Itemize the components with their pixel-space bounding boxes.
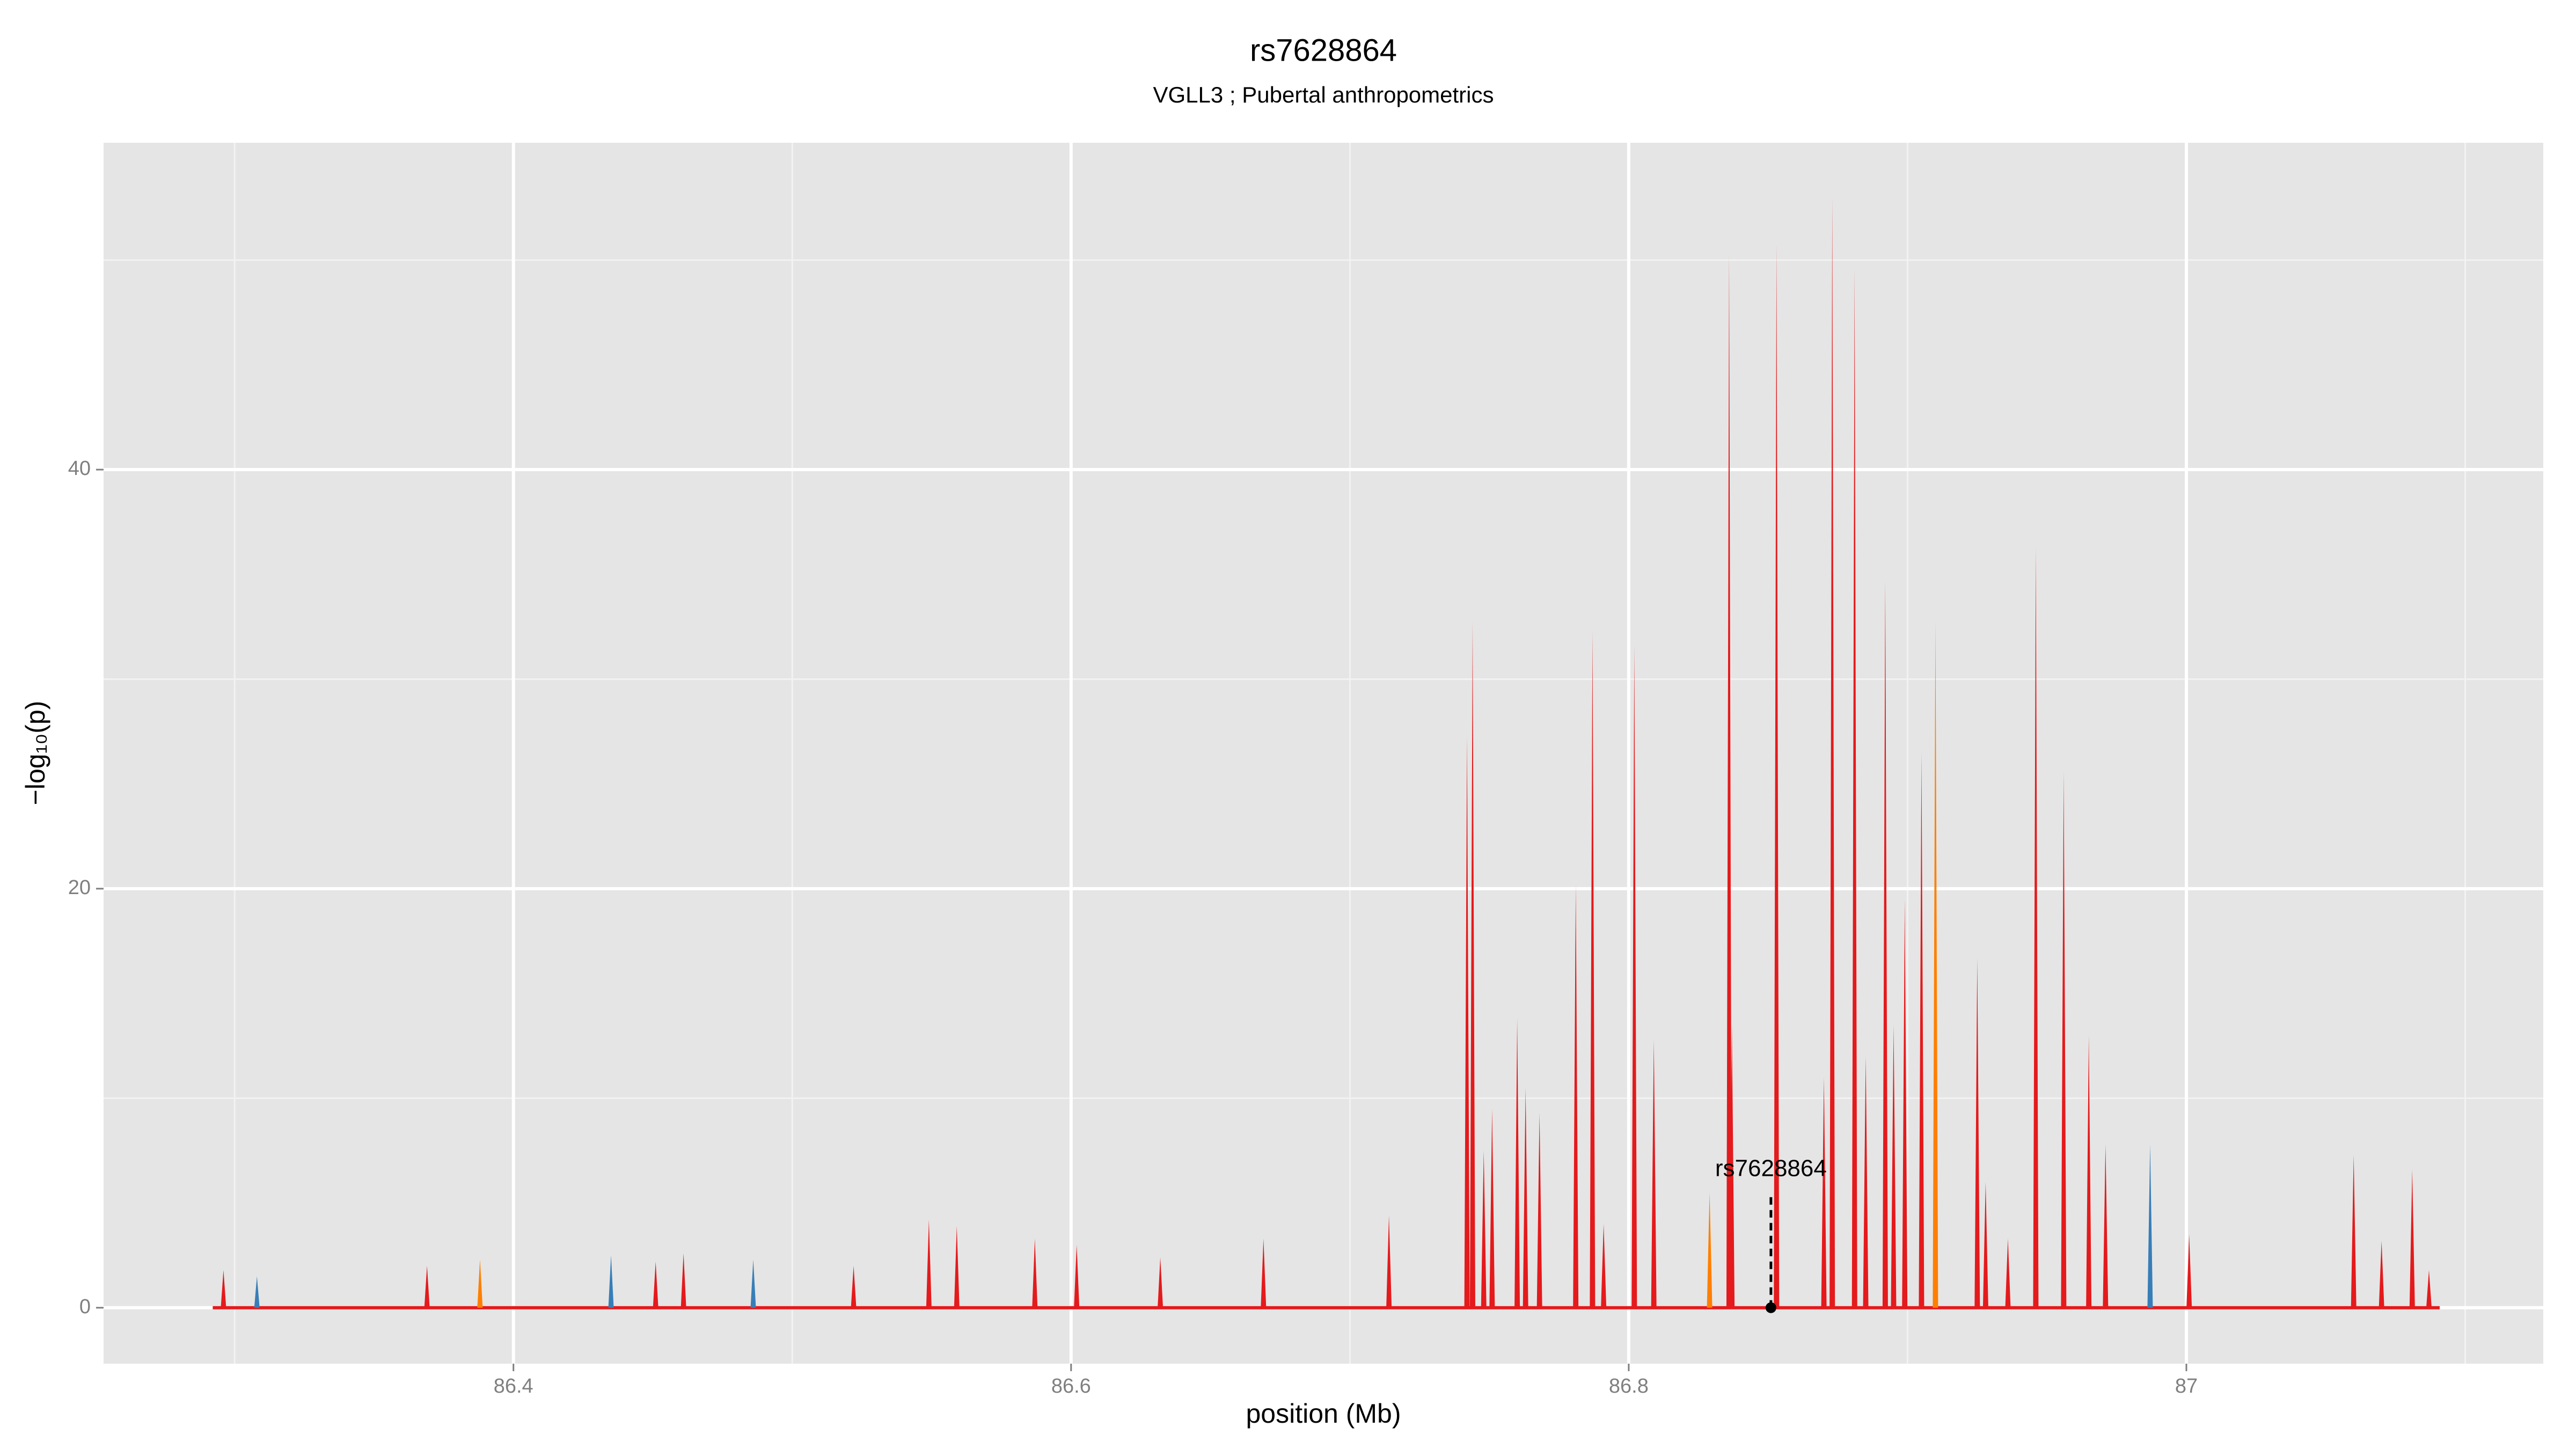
y-tick-label: 40 [68, 457, 91, 480]
spike [1469, 623, 1475, 1308]
spike [2186, 1234, 2192, 1308]
spike [1982, 1182, 1988, 1308]
spike [1729, 1024, 1735, 1308]
spike [851, 1265, 857, 1308]
spike [1933, 620, 1938, 1308]
spike [1536, 1113, 1542, 1308]
spike [1514, 1018, 1520, 1308]
spike [1774, 243, 1780, 1308]
spike [1891, 1024, 1897, 1308]
chart-title: rs7628864 [1250, 33, 1397, 68]
x-axis-title: position (Mb) [1246, 1399, 1401, 1429]
spike [1707, 1192, 1713, 1308]
spike [254, 1276, 260, 1308]
spike [653, 1261, 658, 1308]
spike [1489, 1108, 1495, 1308]
spike [1902, 899, 1908, 1308]
spike [1386, 1215, 1392, 1308]
spike [1590, 631, 1596, 1308]
spike [608, 1255, 614, 1308]
spike [1851, 268, 1857, 1308]
spike [1601, 1224, 1607, 1308]
annotation-label: rs7628864 [1715, 1155, 1827, 1181]
spike [2061, 771, 2067, 1308]
spike [1523, 1087, 1528, 1308]
spike [1829, 197, 1835, 1308]
plot-panel [104, 143, 2543, 1364]
x-tick-label: 86.8 [1609, 1375, 1649, 1397]
spike [477, 1259, 483, 1308]
spike [1481, 1150, 1487, 1308]
spike [1261, 1238, 1267, 1308]
spike [2351, 1154, 2357, 1308]
annotation-point [1765, 1302, 1776, 1313]
spike [2033, 547, 2039, 1308]
chart-subtitle: VGLL3 ; Pubertal anthropometrics [1153, 82, 1494, 107]
y-tick-label: 0 [79, 1296, 91, 1318]
spike [1726, 253, 1732, 1308]
spike [750, 1259, 756, 1308]
spike [2147, 1144, 2153, 1308]
spike [1863, 1056, 1869, 1308]
spike [1974, 957, 1980, 1308]
spike [1882, 580, 1888, 1308]
spike [1631, 646, 1637, 1308]
spike [2379, 1240, 2384, 1308]
spike [1919, 752, 1924, 1308]
spike [680, 1253, 686, 1308]
spike [2103, 1144, 2109, 1308]
spike [2426, 1270, 2432, 1308]
spike [1464, 735, 1470, 1308]
spike [221, 1270, 226, 1308]
y-axis-title: −log₁₀(p) [20, 701, 50, 806]
spike [954, 1226, 960, 1308]
spike [424, 1265, 430, 1308]
x-tick-label: 87 [2175, 1375, 2198, 1397]
spike [1158, 1257, 1163, 1308]
x-tick-label: 86.6 [1051, 1375, 1091, 1397]
spike [1651, 1040, 1657, 1308]
spike [2409, 1169, 2415, 1308]
x-tick-label: 86.4 [494, 1375, 533, 1397]
spike [1074, 1245, 1080, 1308]
spike [1573, 884, 1579, 1308]
spike [2005, 1238, 2011, 1308]
spike [1032, 1238, 1038, 1308]
spike [1821, 1077, 1827, 1308]
y-tick-label: 20 [68, 876, 91, 899]
spike [926, 1219, 932, 1308]
spike [2086, 1035, 2092, 1308]
